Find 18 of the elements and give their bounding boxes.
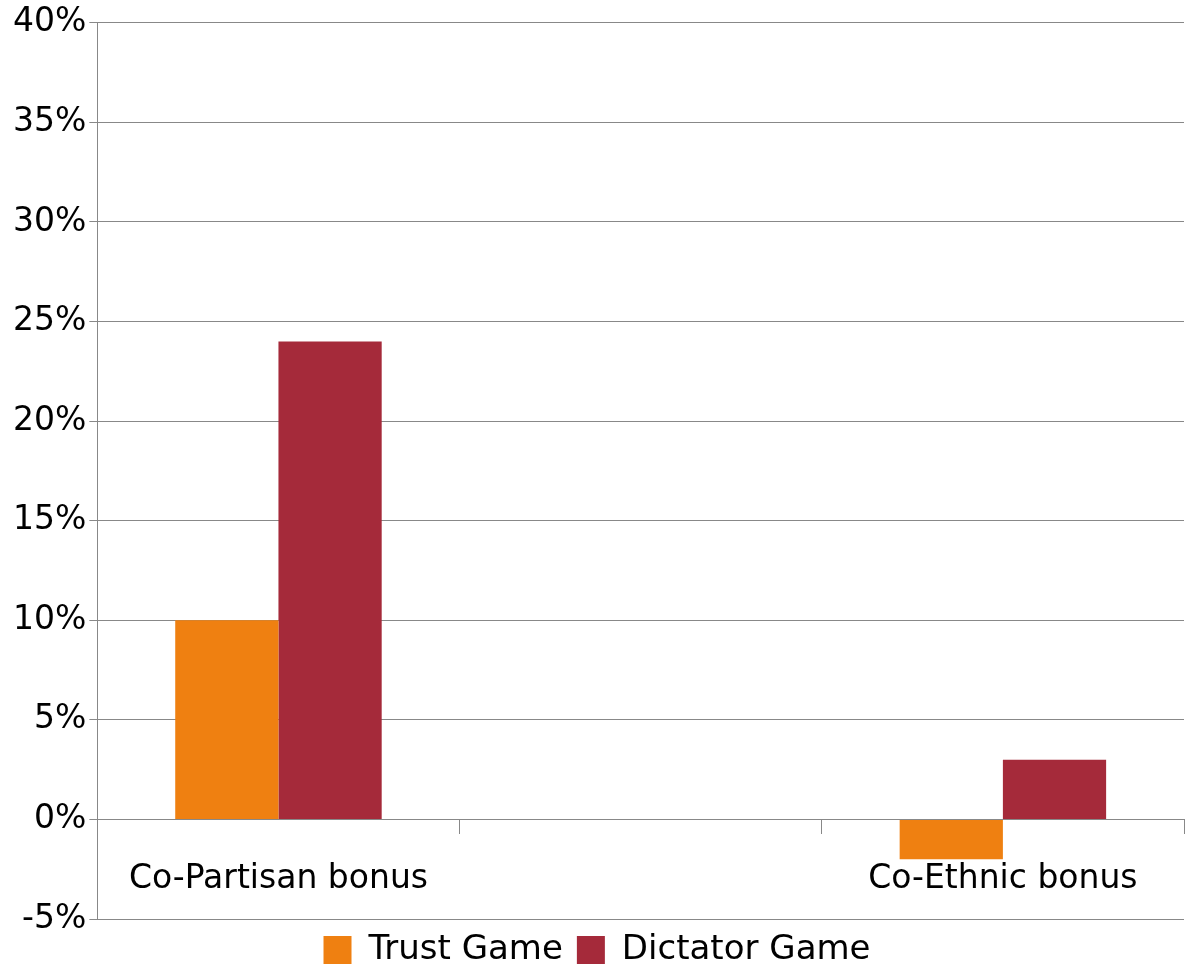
y-tick-label: -5% (22, 896, 87, 936)
y-tick-label: 40% (12, 0, 87, 40)
y-tick-label: 20% (12, 398, 87, 438)
legend-label: Trust Game (367, 926, 563, 967)
y-tick-label: 10% (12, 597, 87, 637)
bar (278, 341, 382, 819)
bar (175, 620, 279, 819)
y-tick-label: 30% (12, 199, 87, 239)
legend-label: Dictator Game (621, 926, 871, 967)
x-tick-label: Co-Ethnic bonus (868, 856, 1138, 896)
x-tick-label: Co-Partisan bonus (128, 856, 428, 896)
y-tick-label: 35% (12, 99, 87, 139)
bar (899, 819, 1003, 860)
bar (1002, 759, 1107, 819)
y-tick-label: 25% (12, 299, 87, 339)
y-tick-label: 5% (33, 697, 87, 737)
y-tick-label: 15% (12, 498, 87, 538)
y-tick-label: 0% (33, 797, 87, 836)
